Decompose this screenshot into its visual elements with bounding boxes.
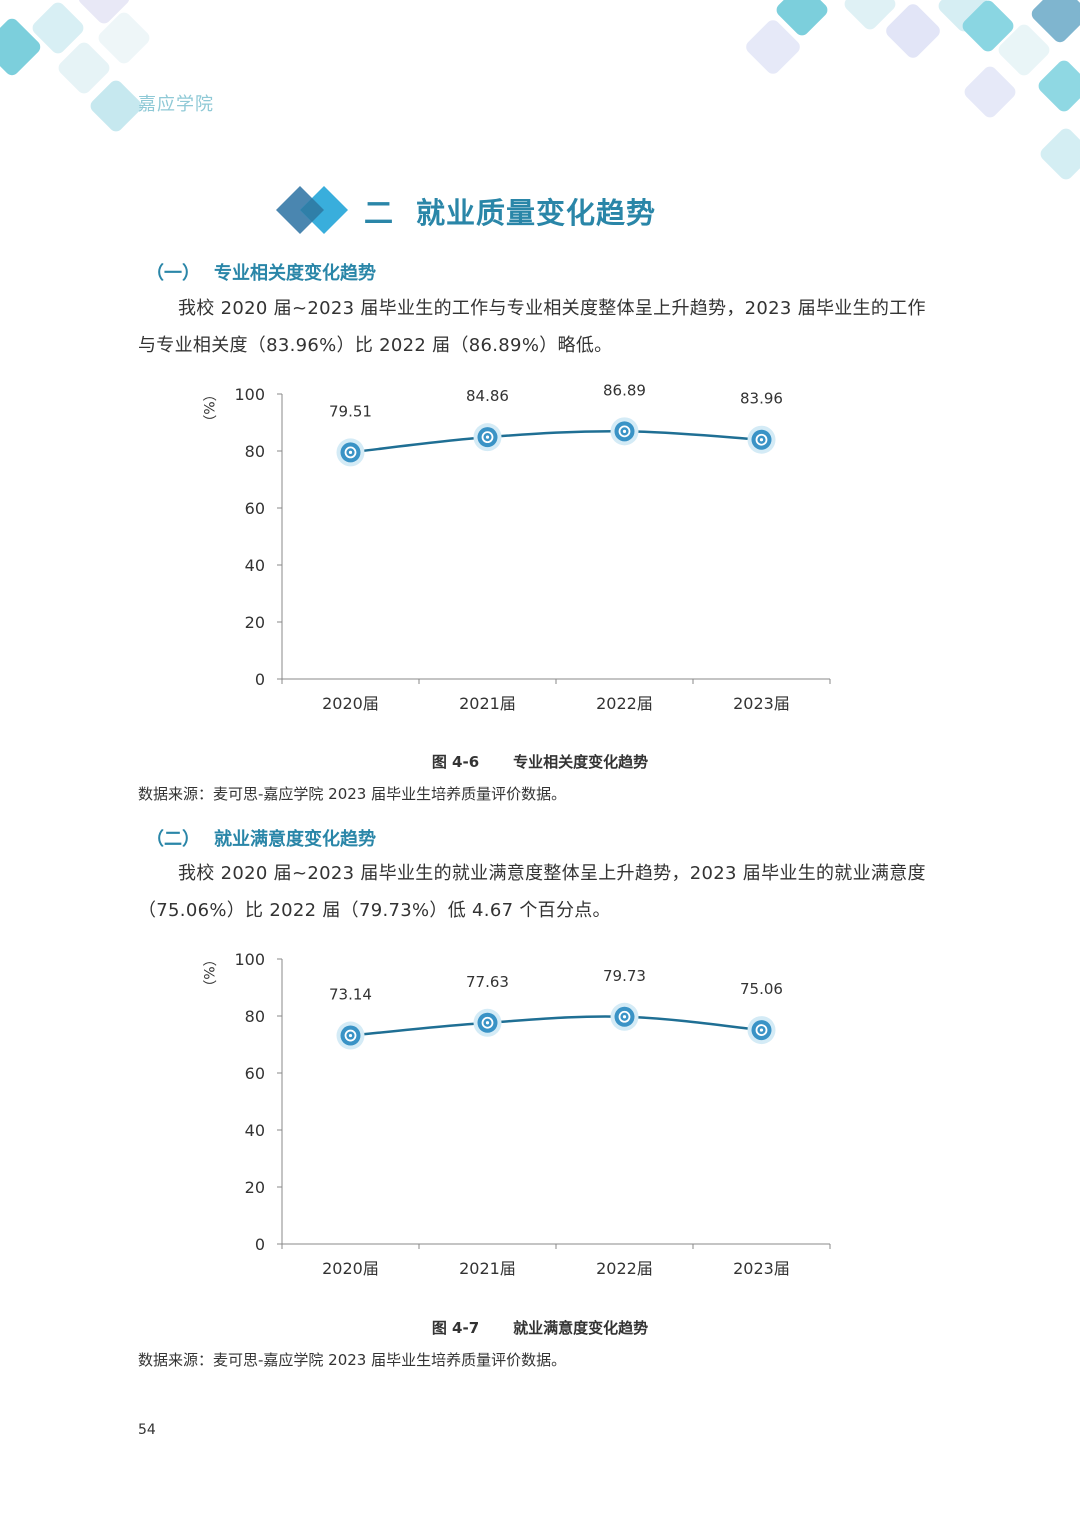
y-tick-label: 100 xyxy=(234,385,265,404)
data-source-2: 数据来源：麦可思-嘉应学院 2023 届毕业生培养质量评价数据。 xyxy=(138,1351,567,1369)
y-axis-label: （%） xyxy=(200,387,216,428)
data-source-1: 数据来源：麦可思-嘉应学院 2023 届毕业生培养质量评价数据。 xyxy=(138,785,567,803)
y-tick-label: 20 xyxy=(245,1178,265,1197)
data-point-dot xyxy=(485,1021,490,1025)
diamond-icon xyxy=(276,186,348,234)
x-tick-label: 2020届 xyxy=(322,1259,379,1278)
figure-title: 专业相关度变化趋势 xyxy=(513,753,649,771)
y-tick-label: 0 xyxy=(255,1235,265,1254)
subsection-number: （一） xyxy=(146,263,200,284)
subsection-heading-2: （二） 就业满意度变化趋势 xyxy=(146,825,376,851)
data-point-dot xyxy=(348,1033,353,1038)
data-point-ring xyxy=(755,1024,768,1036)
data-point-dot xyxy=(622,1015,627,1019)
subsection-title: 就业满意度变化趋势 xyxy=(214,829,376,850)
data-label: 84.86 xyxy=(466,387,509,405)
y-tick-label: 20 xyxy=(245,613,265,632)
data-point-ring xyxy=(618,425,631,438)
figure-title: 就业满意度变化趋势 xyxy=(513,1319,649,1337)
data-point-ring xyxy=(481,1016,494,1029)
data-label: 79.51 xyxy=(329,402,372,420)
subsection-heading-1: （一） 专业相关度变化趋势 xyxy=(146,259,376,285)
data-point-ring xyxy=(755,433,768,446)
data-label: 83.96 xyxy=(740,390,783,408)
figure-number: 图 4-7 xyxy=(431,1319,480,1337)
data-label: 73.14 xyxy=(329,986,372,1004)
section-number: 二 xyxy=(364,196,394,230)
y-tick-label: 40 xyxy=(245,556,265,575)
page-number: 54 xyxy=(138,1422,156,1438)
x-tick-label: 2023届 xyxy=(733,1259,790,1278)
data-point-dot xyxy=(622,429,627,433)
y-tick-label: 80 xyxy=(245,442,265,461)
series-line xyxy=(350,1015,762,1037)
line-chart-job-satisfaction: 0 20 40 60 80 100 2020届 2021届 2022届 2023届 （%） 73.14… xyxy=(200,950,831,1278)
figure-number: 图 4-6 xyxy=(431,753,480,771)
x-tick-label: 2020届 xyxy=(322,694,379,713)
data-point-dot xyxy=(348,450,353,454)
data-point-ring xyxy=(481,431,494,444)
paragraph-2: 我校 2020 届~2023 届毕业生的就业满意度整体呈上升趋势，2023 届毕… xyxy=(138,863,926,921)
x-tick-label: 2021届 xyxy=(459,1259,516,1278)
data-point-ring xyxy=(344,446,357,459)
section-heading: 二 就业质量变化趋势 xyxy=(276,184,796,236)
data-point-dot xyxy=(759,438,764,442)
figure-caption-2: 图 4-7 就业满意度变化趋势 xyxy=(0,1317,1080,1338)
data-point-dot xyxy=(485,435,490,439)
section-title: 就业质量变化趋势 xyxy=(416,196,657,230)
x-tick-label: 2023届 xyxy=(733,694,790,713)
header-school-name: 嘉应学院 xyxy=(138,94,214,115)
data-point-ring xyxy=(344,1029,357,1042)
y-tick-label: 60 xyxy=(245,499,265,518)
data-label: 75.06 xyxy=(740,980,783,998)
subsection-title: 专业相关度变化趋势 xyxy=(214,263,376,284)
data-label: 77.63 xyxy=(466,973,509,991)
y-tick-label: 0 xyxy=(255,670,265,689)
y-tick-label: 40 xyxy=(245,1121,265,1140)
data-point-ring xyxy=(618,1010,631,1023)
y-tick-label: 100 xyxy=(234,950,265,969)
y-axis-label: （%） xyxy=(200,952,216,993)
y-tick-label: 80 xyxy=(245,1007,265,1026)
subsection-number: （二） xyxy=(146,829,200,850)
paragraph-1: 我校 2020 届~2023 届毕业生的工作与专业相关度整体呈上升趋势，2023… xyxy=(138,298,926,356)
data-label: 79.73 xyxy=(603,967,646,985)
data-point-dot xyxy=(759,1028,764,1032)
x-tick-label: 2022届 xyxy=(596,694,653,713)
series-line xyxy=(350,430,762,454)
y-tick-label: 60 xyxy=(245,1064,265,1083)
line-chart-major-relevance: 0 20 40 60 80 100 2020届 2021届 2022届 2023届 （%） 79.51… xyxy=(200,381,831,713)
x-tick-label: 2022届 xyxy=(596,1259,653,1278)
figure-caption-1: 图 4-6 专业相关度变化趋势 xyxy=(0,751,1080,772)
x-tick-label: 2021届 xyxy=(459,694,516,713)
data-label: 86.89 xyxy=(603,381,646,399)
